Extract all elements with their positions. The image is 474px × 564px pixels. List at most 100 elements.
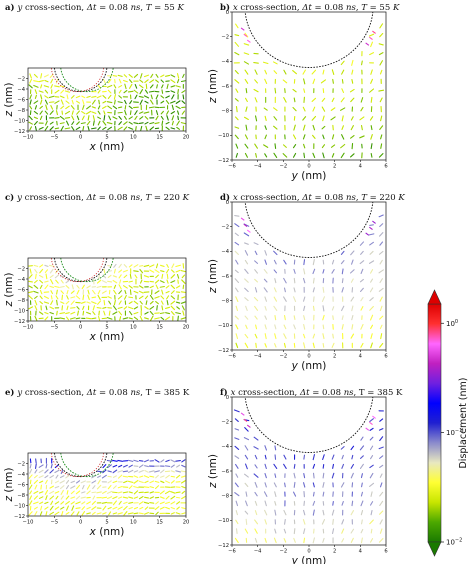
displacement-arrow bbox=[133, 512, 139, 515]
displacement-arrow bbox=[44, 501, 49, 505]
displacement-arrow bbox=[165, 95, 170, 99]
displacement-arrow bbox=[235, 342, 239, 349]
displacement-arrow bbox=[155, 274, 159, 279]
displacement-arrow bbox=[243, 437, 250, 441]
displacement-arrow bbox=[369, 427, 374, 431]
displacement-arrow bbox=[234, 34, 240, 37]
displacement-arrow bbox=[161, 89, 164, 94]
displacement-arrow bbox=[332, 333, 334, 339]
displacement-arrow bbox=[160, 74, 165, 78]
displacement-arrow bbox=[108, 115, 112, 121]
displacement-arrow bbox=[273, 305, 278, 311]
displacement-arrow bbox=[156, 84, 158, 89]
displacement-arrow bbox=[350, 97, 355, 103]
displacement-arrow bbox=[71, 115, 75, 121]
displacement-arrow bbox=[379, 436, 384, 442]
displacement-arrow bbox=[49, 73, 54, 78]
displacement-arrow bbox=[274, 87, 277, 94]
displacement-arrow bbox=[28, 280, 33, 283]
displacement-arrow bbox=[148, 470, 155, 473]
displacement-arrow bbox=[322, 269, 325, 274]
displacement-arrow bbox=[128, 116, 133, 120]
displacement-arrow bbox=[60, 125, 64, 131]
displacement-arrow bbox=[149, 486, 155, 489]
displacement-arrow bbox=[82, 294, 85, 301]
displacement-arrow bbox=[56, 310, 58, 316]
displacement-arrow bbox=[274, 491, 277, 498]
y-tick-label: 0 bbox=[226, 10, 229, 16]
displacement-arrow bbox=[274, 509, 277, 516]
displacement-arrow bbox=[103, 268, 106, 274]
displacement-arrow bbox=[234, 269, 239, 274]
displacement-arrow bbox=[254, 260, 259, 264]
displacement-arrow bbox=[117, 126, 123, 131]
displacement-arrow bbox=[71, 110, 74, 115]
displacement-arrow bbox=[180, 122, 186, 125]
displacement-arrow bbox=[64, 116, 71, 119]
displacement-arrow bbox=[143, 501, 150, 505]
displacement-arrow bbox=[234, 134, 239, 140]
displacement-arrow bbox=[149, 122, 155, 125]
displacement-arrow bbox=[378, 269, 384, 274]
displacement-arrow bbox=[235, 519, 239, 525]
displacement-arrow bbox=[38, 475, 44, 479]
displacement-arrow bbox=[165, 316, 171, 321]
y-tick-label: −6 bbox=[17, 97, 25, 103]
displacement-arrow bbox=[148, 90, 155, 93]
displacement-arrow bbox=[29, 463, 32, 469]
displacement-arrow bbox=[154, 122, 160, 125]
displacement-arrow bbox=[118, 290, 123, 295]
displacement-arrow bbox=[60, 506, 65, 510]
displacement-arrow bbox=[112, 464, 118, 468]
displacement-arrow bbox=[70, 296, 76, 299]
panel-title: f) x cross-section, Δt = 0.08 ns, T = 38… bbox=[220, 387, 403, 398]
displacement-arrow bbox=[378, 89, 385, 92]
displacement-arrow bbox=[50, 295, 53, 300]
displacement-arrow bbox=[170, 100, 176, 104]
displacement-arrow bbox=[312, 152, 316, 159]
displacement-arrow bbox=[283, 538, 287, 543]
displacement-arrow bbox=[106, 122, 113, 125]
displacement-arrow bbox=[76, 115, 80, 121]
displacement-arrow bbox=[71, 505, 75, 511]
displacement-arrow bbox=[379, 60, 383, 66]
displacement-arrow bbox=[369, 418, 374, 423]
displacement-arrow bbox=[264, 115, 267, 121]
displacement-arrow bbox=[341, 278, 344, 284]
displacement-arrow bbox=[331, 306, 335, 311]
displacement-arrow bbox=[44, 110, 49, 115]
displacement-arrow bbox=[351, 500, 354, 507]
displacement-arrow bbox=[340, 482, 345, 488]
displacement-arrow bbox=[80, 122, 86, 125]
displacement-arrow bbox=[128, 264, 133, 268]
displacement-arrow bbox=[321, 519, 326, 525]
displacement-arrow bbox=[87, 289, 90, 295]
displacement-arrow bbox=[176, 506, 180, 510]
displacement-arrow bbox=[282, 79, 288, 84]
displacement-arrow bbox=[39, 110, 43, 115]
displacement-arrow bbox=[96, 95, 102, 99]
displacement-arrow bbox=[303, 78, 306, 85]
displacement-arrow bbox=[129, 100, 133, 105]
displacement-arrow bbox=[48, 101, 55, 103]
displacement-arrow bbox=[254, 278, 259, 283]
displacement-arrow bbox=[144, 512, 149, 515]
displacement-arrow bbox=[28, 474, 33, 479]
displacement-arrow bbox=[81, 110, 86, 115]
x-tick-label: 4 bbox=[359, 164, 363, 170]
displacement-arrow bbox=[56, 299, 58, 306]
displacement-arrow bbox=[134, 274, 138, 279]
displacement-arrow bbox=[60, 495, 64, 500]
displacement-arrow bbox=[312, 305, 315, 311]
displacement-arrow bbox=[44, 99, 48, 105]
y-tick-label: −6 bbox=[17, 287, 25, 293]
x-axis-label: x (nm) bbox=[89, 141, 125, 153]
displacement-arrow bbox=[76, 285, 80, 289]
displacement-arrow bbox=[43, 85, 50, 88]
displacement-arrow bbox=[124, 289, 127, 295]
displacement-arrow bbox=[350, 472, 354, 479]
displacement-arrow bbox=[117, 459, 124, 462]
displacement-arrow bbox=[303, 333, 306, 339]
displacement-arrow bbox=[144, 89, 149, 94]
displacement-arrow bbox=[379, 491, 384, 497]
